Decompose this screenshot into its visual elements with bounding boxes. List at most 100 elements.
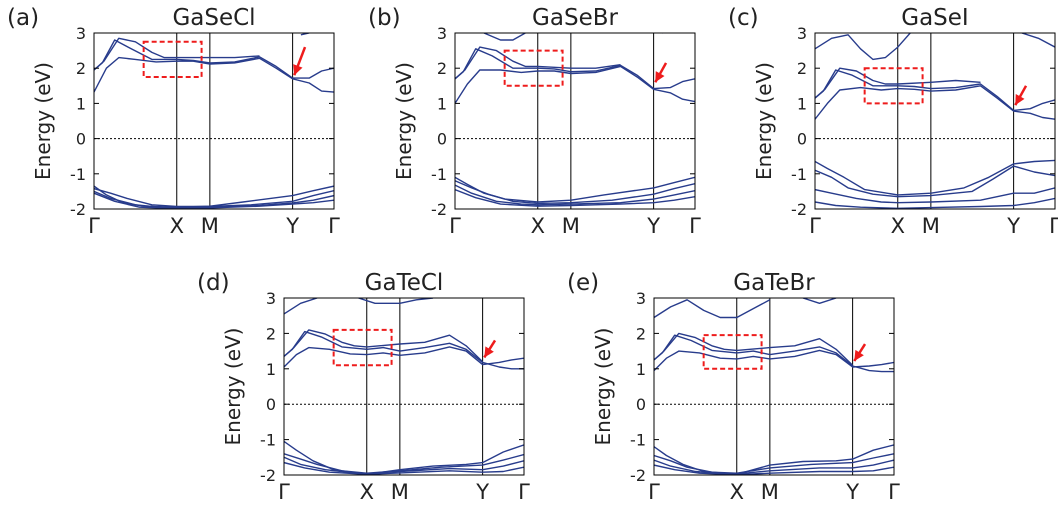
panel-title: GaSeBr: [532, 5, 618, 31]
arrow-head-icon: [484, 346, 494, 358]
conduction-band: [654, 299, 771, 319]
highlight-box: [503, 49, 564, 87]
y-tick-label: -1: [630, 431, 646, 450]
panel-title: GaSeI: [901, 5, 968, 31]
y-tick-label: -1: [70, 165, 86, 184]
y-tick-label: -2: [791, 200, 807, 219]
y-axis-label: Energy (eV): [752, 62, 776, 180]
x-tick-label: Γ: [88, 214, 100, 238]
conduction-band: [802, 298, 837, 304]
arrow-head-icon: [293, 64, 303, 76]
x-tick-label: Γ: [1049, 214, 1058, 238]
x-tick-label: X: [891, 214, 905, 238]
plot-frame: [283, 297, 525, 476]
valence-band: [94, 187, 334, 208]
conduction-band: [654, 334, 894, 373]
panel-label: (b): [368, 5, 401, 31]
valence-band: [284, 456, 524, 475]
conduction-band: [284, 298, 318, 315]
x-tick-label: Γ: [449, 214, 461, 238]
highlight-box: [332, 328, 393, 367]
conduction-band: [455, 48, 695, 90]
x-tick-label: Γ: [888, 480, 900, 504]
y-tick-label: 1: [797, 94, 807, 113]
highlight-box: [863, 67, 924, 105]
y-tick-label: -1: [260, 431, 276, 450]
y-tick-label: 3: [76, 24, 86, 43]
x-tick-label: Γ: [278, 480, 290, 504]
plot-frame: [814, 32, 1056, 210]
x-tick-label: Y: [475, 480, 489, 504]
x-tick-label: M: [922, 214, 940, 238]
conduction-band: [654, 349, 894, 372]
valence-band: [815, 165, 1055, 198]
conduction-band: [284, 346, 524, 368]
conduction-band: [1021, 33, 1055, 48]
panel-label: (e): [567, 270, 599, 296]
x-tick-label: Γ: [648, 480, 660, 504]
valence-band: [815, 197, 1055, 209]
arrow-head-icon: [854, 349, 864, 362]
y-tick-label: -1: [791, 165, 807, 184]
x-tick-label: M: [391, 480, 409, 504]
y-tick-label: 2: [76, 59, 86, 78]
bands-group: [284, 298, 524, 475]
plot-frame: [93, 32, 335, 210]
x-tick-label: Γ: [328, 214, 340, 238]
y-tick-label: -2: [260, 466, 276, 485]
x-tick-label: X: [531, 214, 545, 238]
conduction-band: [94, 56, 334, 93]
valence-band: [455, 188, 695, 207]
x-tick-label: X: [170, 214, 184, 238]
x-tick-label: Y: [845, 480, 859, 504]
y-tick-label: 0: [76, 130, 86, 149]
panel-title: GaTeCl: [365, 270, 444, 296]
x-tick-label: M: [562, 214, 580, 238]
valence-band: [654, 453, 894, 474]
panel-label: (c): [728, 5, 759, 31]
conduction-band: [815, 33, 911, 61]
panel-label: (a): [7, 5, 39, 31]
plot-frame: [454, 32, 696, 210]
valence-band: [654, 464, 894, 475]
bands-group: [455, 33, 695, 207]
y-axis-label: Energy (eV): [591, 328, 615, 446]
valence-band: [815, 159, 1055, 196]
arrow-head-icon: [1015, 93, 1025, 106]
conduction-band: [815, 67, 981, 99]
y-tick-label: 2: [636, 324, 646, 343]
y-tick-label: 1: [437, 94, 447, 113]
valence-band: [654, 459, 894, 475]
bands-group: [654, 298, 894, 475]
y-tick-label: 1: [266, 360, 276, 379]
valence-band: [284, 461, 524, 475]
y-tick-label: 3: [266, 289, 276, 308]
valence-band: [815, 187, 1055, 204]
x-tick-label: Y: [285, 214, 299, 238]
valence-band: [94, 192, 334, 209]
conduction-band: [455, 65, 695, 104]
conduction-band: [94, 39, 334, 79]
valence-band: [455, 184, 695, 206]
conduction-band: [455, 46, 621, 80]
panel-title: GaSeCl: [172, 5, 255, 31]
y-tick-label: 3: [797, 24, 807, 43]
bands-group: [94, 33, 334, 209]
x-tick-label: Γ: [809, 214, 821, 238]
conduction-band: [284, 329, 484, 363]
x-tick-label: M: [761, 480, 779, 504]
y-tick-label: 2: [266, 324, 276, 343]
x-tick-label: M: [201, 214, 219, 238]
y-tick-label: 0: [636, 395, 646, 414]
arrow-head-icon: [655, 71, 665, 83]
y-tick-label: 0: [437, 130, 447, 149]
conduction-band: [815, 69, 1055, 112]
y-tick-label: 2: [437, 59, 447, 78]
y-axis-label: Energy (eV): [392, 62, 416, 180]
y-tick-label: 2: [797, 59, 807, 78]
